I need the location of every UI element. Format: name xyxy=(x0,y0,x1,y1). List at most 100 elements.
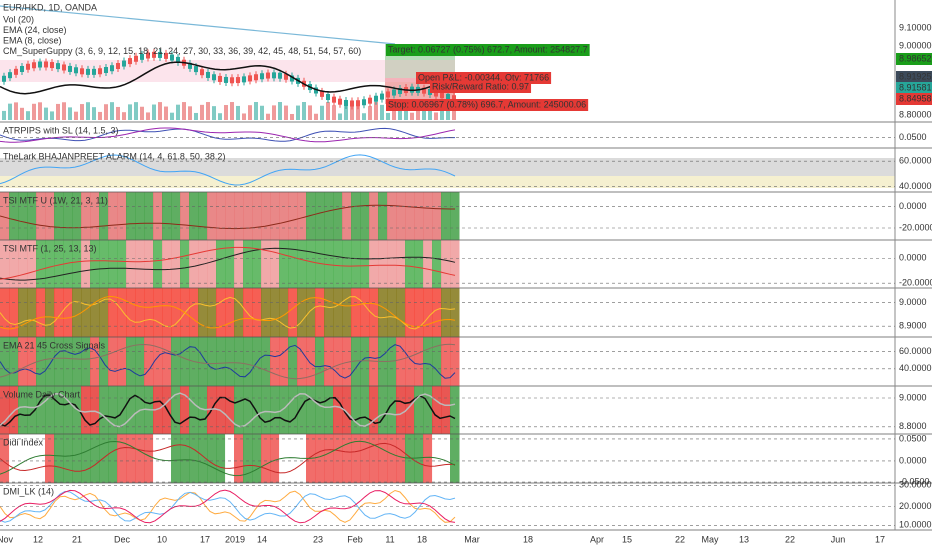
candle-body xyxy=(110,65,114,72)
indicator-stripe xyxy=(378,288,388,337)
trade-label-text: Open P&L: -0.00344, Qty: 71766 xyxy=(418,72,549,82)
indicator-stripe xyxy=(27,240,37,288)
indicator-stripe xyxy=(72,192,82,240)
candle-body xyxy=(26,63,30,70)
volume-bar xyxy=(236,105,240,120)
indicator-stripe xyxy=(261,192,271,240)
indicator-stripe xyxy=(405,240,415,288)
candle-body xyxy=(272,72,276,79)
trend-line xyxy=(0,5,396,45)
indicator-stripe xyxy=(306,192,316,240)
indicator-stripe xyxy=(252,288,262,337)
indicator-stripe xyxy=(108,434,118,483)
candle-body xyxy=(140,53,144,60)
indicator-stripe xyxy=(324,288,334,337)
candle-body xyxy=(206,71,210,78)
volume-bar xyxy=(278,102,282,120)
indicator-stripe xyxy=(306,337,316,386)
volume-bar xyxy=(122,112,126,120)
indicator-stripe xyxy=(126,288,136,337)
indicator-stripe xyxy=(261,434,271,483)
candle-body xyxy=(200,69,204,76)
indicator-stripe xyxy=(270,337,280,386)
indicator-stripe xyxy=(72,337,82,386)
volume-bar xyxy=(260,105,264,120)
indicator-stripe xyxy=(351,192,361,240)
indicator-stripe xyxy=(396,192,406,240)
volume-bar xyxy=(266,113,270,120)
candle-body xyxy=(356,100,360,107)
volume-bar xyxy=(428,104,432,120)
indicator-stripe xyxy=(441,337,451,386)
volume-bar xyxy=(350,102,354,120)
indicator-stripe xyxy=(261,337,271,386)
candle-body xyxy=(368,97,372,104)
indicator-stripe xyxy=(360,434,370,483)
volume-bar xyxy=(116,106,120,120)
axis-label: 40.0000 xyxy=(899,363,932,373)
study-label: EMA (8, close) xyxy=(3,35,62,45)
indicator-stripe xyxy=(396,240,406,288)
indicator-stripe xyxy=(441,192,451,240)
trade-label-bg xyxy=(386,99,589,111)
indicator-stripe xyxy=(288,434,298,483)
indicator-stripe xyxy=(243,386,253,434)
axis-label: 9.0000 xyxy=(899,297,927,307)
indicator-line xyxy=(0,154,456,186)
indicator-stripe xyxy=(99,337,109,386)
indicator-stripe xyxy=(288,240,298,288)
axis-label: -20.0000 xyxy=(899,222,932,232)
candle-body xyxy=(158,51,162,58)
indicator-stripe xyxy=(234,434,244,483)
volume-bar xyxy=(26,111,30,120)
axis-label: 60.0000 xyxy=(899,156,932,166)
indicator-line xyxy=(0,392,456,428)
indicator-stripe xyxy=(0,337,10,386)
volume-bar xyxy=(218,113,222,120)
indicator-stripe xyxy=(432,192,442,240)
indicator-stripe xyxy=(306,386,316,434)
time-label: Mar xyxy=(464,534,480,544)
indicator-stripe xyxy=(414,240,424,288)
indicator-stripe xyxy=(297,240,307,288)
indicator-stripe xyxy=(441,240,451,288)
volume-bar xyxy=(80,104,84,120)
volume-bar xyxy=(296,105,300,120)
indicator-stripe xyxy=(144,434,154,483)
indicator-stripe xyxy=(243,434,253,483)
time-label: Jun xyxy=(831,534,846,544)
candle-body xyxy=(56,63,60,70)
indicator-stripe xyxy=(216,288,226,337)
time-label: 22 xyxy=(785,534,795,544)
axis-label: 9.0000 xyxy=(899,392,927,402)
candle-body xyxy=(104,66,108,73)
candle-body xyxy=(434,90,438,97)
indicator-stripe xyxy=(18,386,28,434)
study-label: CM_SuperGuppy (3, 6, 9, 12, 15, 18, 21, … xyxy=(3,46,361,56)
indicator-line xyxy=(0,61,456,95)
volume-bar xyxy=(374,102,378,120)
indicator-stripe xyxy=(360,192,370,240)
candle-body xyxy=(392,89,396,96)
volume-bar xyxy=(344,105,348,120)
candle-body xyxy=(146,52,150,59)
indicator-stripe xyxy=(387,240,397,288)
time-label: 18 xyxy=(417,534,427,544)
indicator-stripe xyxy=(108,337,118,386)
volume-bar xyxy=(182,102,186,120)
candle-body xyxy=(242,76,246,83)
indicator-stripe xyxy=(333,337,343,386)
study-label: Vol (20) xyxy=(3,14,34,24)
indicator-stripe xyxy=(333,434,343,483)
indicator-stripe xyxy=(450,434,460,483)
time-label: 14 xyxy=(257,534,267,544)
indicator-stripe xyxy=(288,386,298,434)
indicator-stripe xyxy=(207,192,217,240)
axis-label: -0.0500 xyxy=(899,476,930,486)
indicator-stripe xyxy=(450,240,460,288)
indicator-stripe xyxy=(441,434,451,483)
indicator-stripe xyxy=(9,434,19,483)
indicator-stripe xyxy=(171,192,181,240)
indicator-stripe xyxy=(342,288,352,337)
